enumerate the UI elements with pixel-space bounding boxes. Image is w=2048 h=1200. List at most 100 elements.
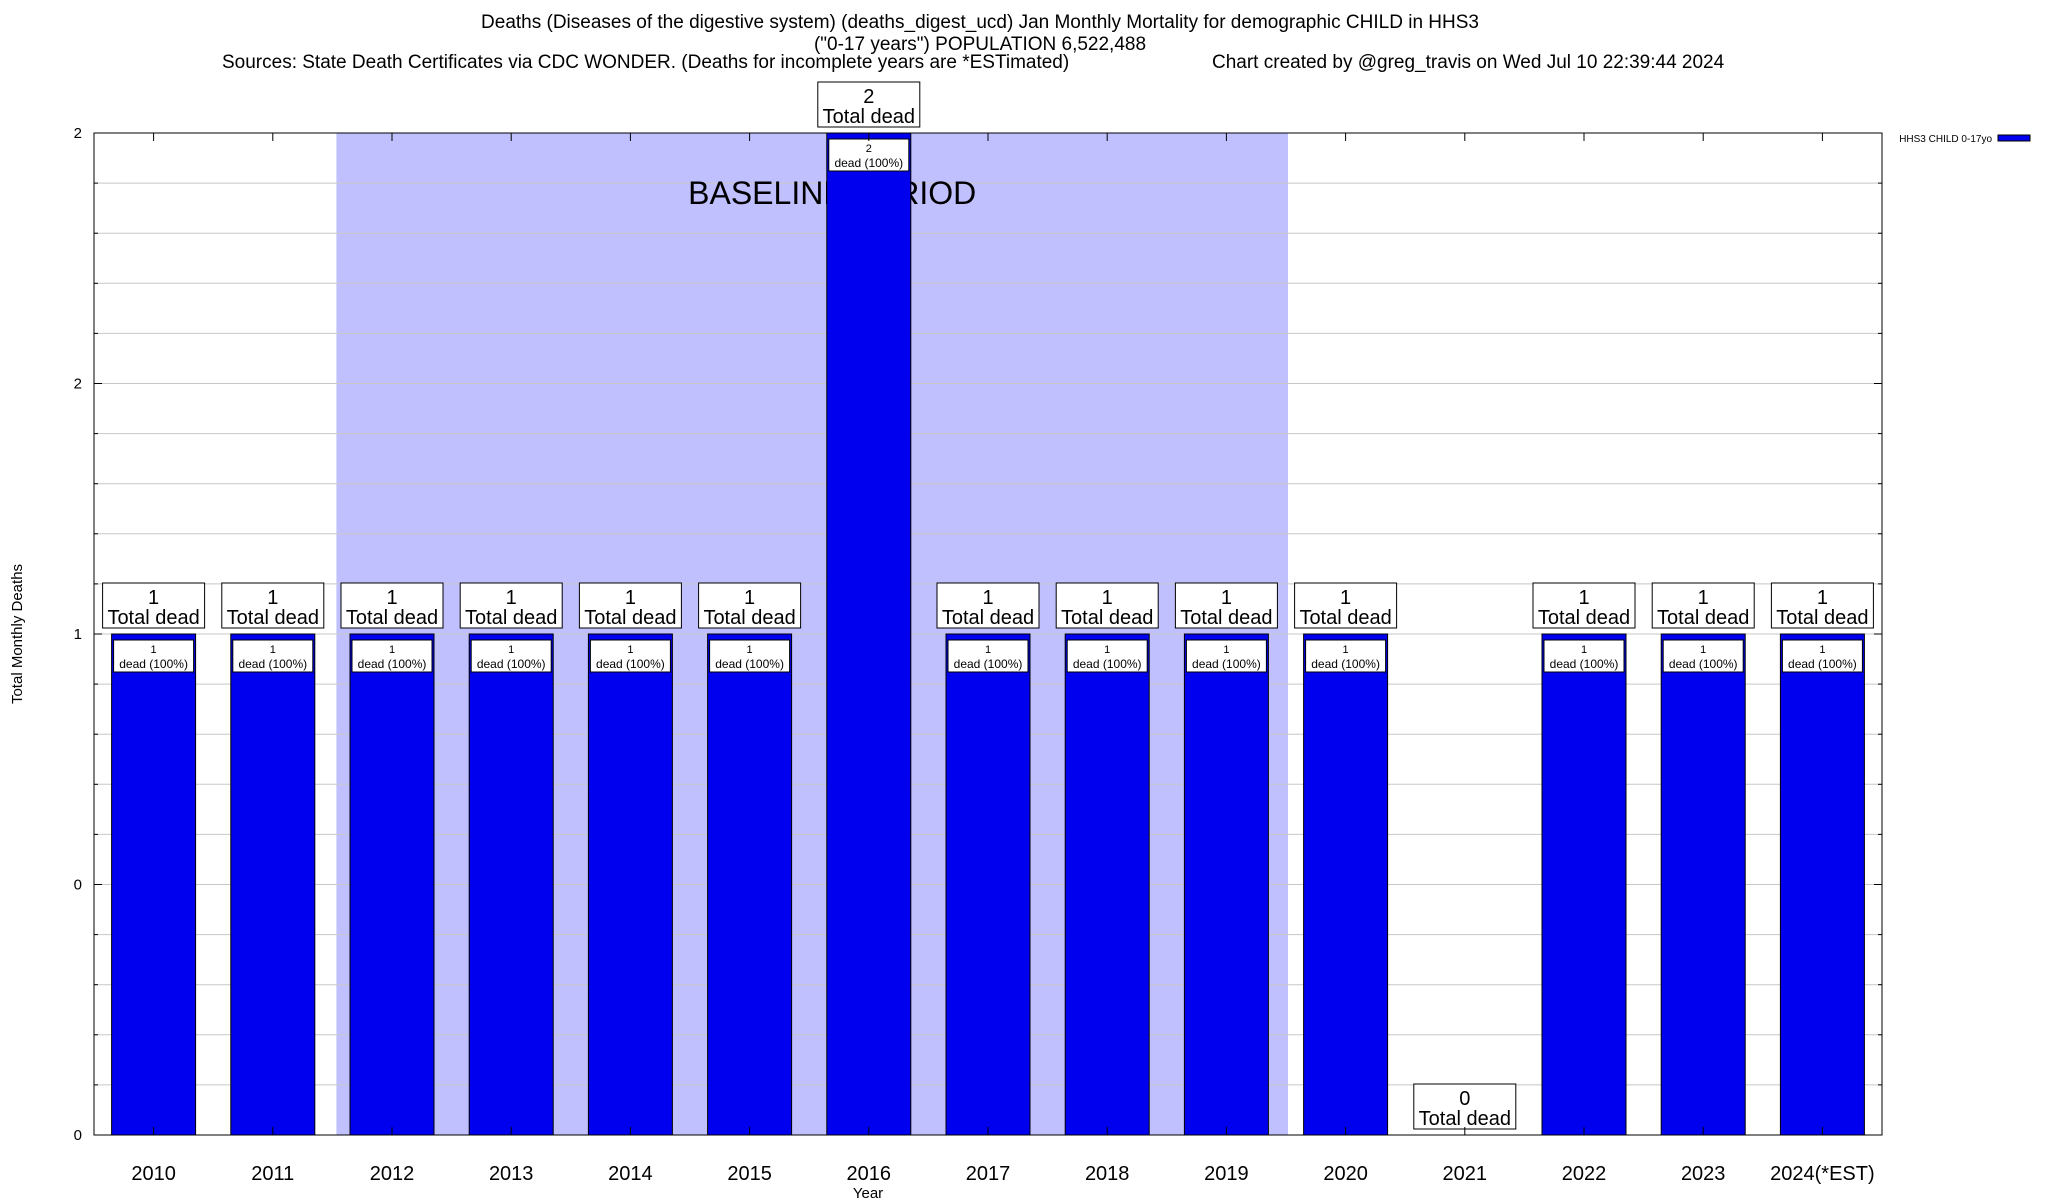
x-axis-label: Year <box>853 1185 883 1200</box>
bar <box>1779 633 1865 1136</box>
bar-total-label-value: 1 <box>267 587 278 609</box>
bar-total-label-text: Total dead <box>1180 607 1272 629</box>
bar-inner-label-text: dead (100%) <box>1192 657 1261 671</box>
bar <box>349 633 435 1136</box>
bar-total-label-text: Total dead <box>1657 607 1749 629</box>
bar-total-label-box <box>698 582 802 629</box>
bar-inner-label-box <box>113 639 195 673</box>
bar-total-label-text: Total dead <box>227 607 319 629</box>
bar-total-label-text: Total dead <box>703 607 795 629</box>
bar-total-label-text: Total dead <box>1299 607 1391 629</box>
bar-total-label-value: 0 <box>1459 1088 1470 1110</box>
bar-inner-label-box <box>470 639 552 673</box>
bar-total-label-box <box>102 582 206 629</box>
x-tick-label: 2024(*EST) <box>1770 1163 1875 1185</box>
bar-total-label-box <box>1174 582 1278 629</box>
bar-total-label-value: 1 <box>982 587 993 609</box>
bar-inner-label-box <box>1662 639 1744 673</box>
bar-total-label-value: 1 <box>1340 587 1351 609</box>
bar-inner-label-value: 1 <box>508 644 514 656</box>
bar-total-label-value: 1 <box>625 587 636 609</box>
bar-inner-label-value: 1 <box>1581 644 1587 656</box>
bar-inner-label-text: dead (100%) <box>119 657 188 671</box>
bar-inner-label-text: dead (100%) <box>954 657 1023 671</box>
x-tick-label: 2022 <box>1562 1163 1607 1185</box>
bar <box>1064 633 1150 1136</box>
bar-inner-label-text: dead (100%) <box>1073 657 1142 671</box>
bar-total-label-value: 1 <box>148 587 159 609</box>
bar-inner-label-box <box>1066 639 1148 673</box>
bar-inner-label-text: dead (100%) <box>834 156 903 170</box>
bar-total-label-text: Total dead <box>465 607 557 629</box>
bar-total-label-value: 1 <box>744 587 755 609</box>
bar-inner-label-box <box>1543 639 1625 673</box>
bar-total-label-box <box>936 582 1040 629</box>
x-tick-label: 2015 <box>727 1163 772 1185</box>
bar-inner-label-box <box>589 639 671 673</box>
bar-total-label-value: 1 <box>1102 587 1113 609</box>
bar-total-label-box <box>1413 1083 1517 1130</box>
y-tick-label: 2 <box>74 376 82 393</box>
bar-inner-label-value: 1 <box>270 644 276 656</box>
bar-inner-label-value: 1 <box>627 644 633 656</box>
bar-total-label-box <box>221 582 325 629</box>
bar-inner-label-value: 1 <box>151 644 157 656</box>
x-tick-label: 2017 <box>966 1163 1011 1185</box>
x-tick-label: 2010 <box>131 1163 176 1185</box>
bar-total-label-text: Total dead <box>1061 607 1153 629</box>
bar <box>1303 633 1389 1136</box>
x-tick-label: 2012 <box>370 1163 415 1185</box>
legend-label: HHS3 CHILD 0-17yo <box>1899 134 1992 145</box>
bar-total-label-text: Total dead <box>107 607 199 629</box>
bar-inner-label-text: dead (100%) <box>238 657 307 671</box>
bar-inner-label-text: dead (100%) <box>477 657 546 671</box>
bar-total-label-value: 1 <box>1698 587 1709 609</box>
bar-total-label-box <box>578 582 682 629</box>
bar-inner-label-value: 1 <box>747 644 753 656</box>
bar-total-label-value: 1 <box>1578 587 1589 609</box>
bar-inner-label-text: dead (100%) <box>1311 657 1380 671</box>
bar-total-label-value: 1 <box>386 587 397 609</box>
bar-inner-label-text: dead (100%) <box>1788 657 1857 671</box>
y-tick-label: 1 <box>74 626 82 643</box>
bar-total-label-box <box>1294 582 1398 629</box>
bar-inner-label-box <box>351 639 433 673</box>
bar-total-label-text: Total dead <box>942 607 1034 629</box>
bar-total-label-value: 1 <box>1817 587 1828 609</box>
bar-total-label-value: 2 <box>863 86 874 108</box>
x-tick-label: 2018 <box>1085 1163 1130 1185</box>
bar-inner-label-text: dead (100%) <box>596 657 665 671</box>
bar-total-label-box <box>459 582 563 629</box>
bar-total-label-box <box>1532 582 1636 629</box>
y-tick-label: 0 <box>74 1127 82 1144</box>
y-tick-label: 0 <box>74 877 82 894</box>
chart-title: Deaths (Diseases of the digestive system… <box>0 12 1960 56</box>
bar-inner-label-value: 1 <box>1819 644 1825 656</box>
bar-inner-label-text: dead (100%) <box>715 657 784 671</box>
x-tick-label: 2014 <box>608 1163 653 1185</box>
bar <box>1183 633 1269 1136</box>
bar-total-label-text: Total dead <box>346 607 438 629</box>
bar-inner-label-text: dead (100%) <box>358 657 427 671</box>
plot-border <box>93 132 1883 1136</box>
chart-title-line-2: ("0-17 years") POPULATION 6,522,488 <box>813 34 1147 55</box>
bar-inner-label-value: 1 <box>389 644 395 656</box>
bar <box>587 633 673 1136</box>
bar-total-label-box <box>1055 582 1159 629</box>
bar-total-label-text: Total dead <box>1776 607 1868 629</box>
bar-total-label-box <box>340 582 444 629</box>
bar-inner-label-box <box>1305 639 1387 673</box>
bar <box>468 633 554 1136</box>
chart-sources: Sources: State Death Certificates via CD… <box>222 52 1070 73</box>
bar-total-label-text: Total dead <box>823 106 915 128</box>
bar <box>707 633 793 1136</box>
chart-title-line-1: Deaths (Diseases of the digestive system… <box>481 12 1479 33</box>
bar <box>1541 633 1627 1136</box>
bar-inner-label-value: 1 <box>1104 644 1110 656</box>
x-tick-label: 2016 <box>847 1163 892 1185</box>
bar-inner-label-value: 2 <box>866 143 872 155</box>
y-axis-label: Total Monthly Deaths <box>9 564 26 704</box>
bar-inner-label-value: 1 <box>1700 644 1706 656</box>
bar-inner-label-value: 1 <box>1343 644 1349 656</box>
